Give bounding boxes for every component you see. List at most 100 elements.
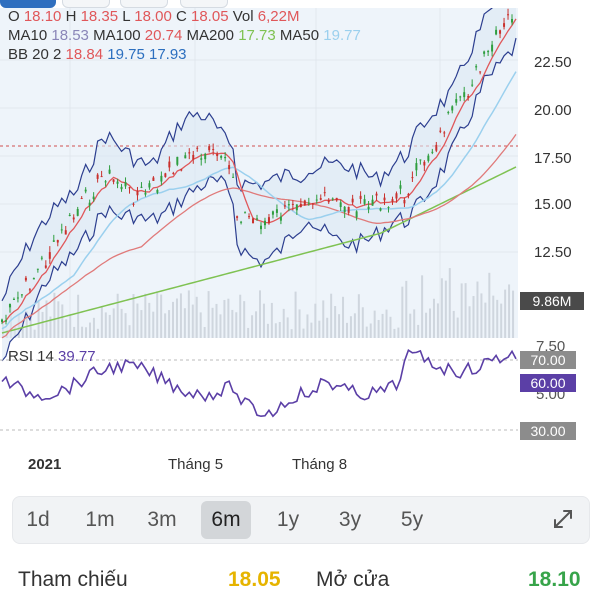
candle-body — [108, 169, 111, 174]
candle-body — [64, 230, 67, 235]
candle-body — [36, 268, 39, 270]
volume-bar — [223, 299, 226, 338]
volume-bar — [227, 298, 230, 338]
range-button-6m[interactable]: 6m — [201, 501, 251, 539]
candle-body — [407, 193, 410, 196]
expand-icon[interactable] — [551, 507, 575, 531]
candle-body — [172, 172, 175, 174]
candle-body — [363, 199, 366, 204]
range-button-3y[interactable]: 3y — [338, 508, 362, 531]
volume-bar — [369, 323, 372, 338]
candle-body — [100, 176, 103, 178]
candle-body — [176, 156, 179, 165]
range-button-5y[interactable]: 5y — [400, 508, 424, 531]
rsi-line — [1, 349, 517, 418]
candle-body — [220, 156, 223, 158]
candle-body — [275, 209, 278, 213]
volume-bar — [247, 327, 250, 338]
candle-body — [224, 156, 227, 159]
candle-body — [283, 205, 286, 207]
volume-bar — [298, 309, 301, 338]
candle-body — [491, 44, 494, 52]
tab[interactable] — [62, 0, 110, 8]
range-button-1y[interactable]: 1y — [276, 508, 300, 531]
candle-body — [343, 206, 346, 213]
volume-bar — [472, 296, 475, 338]
date-label-year: 2021 — [28, 456, 62, 473]
volume-bar — [302, 328, 305, 338]
candle-body — [96, 174, 99, 179]
volume-bar — [278, 321, 281, 338]
volume-bar — [460, 283, 463, 338]
date-label-aug: Tháng 8 — [292, 456, 348, 473]
candle-body — [475, 66, 478, 68]
volume-bar — [203, 326, 206, 338]
candle-body — [351, 198, 354, 203]
candle-body — [495, 29, 498, 35]
candle-body — [335, 197, 338, 201]
candle-body — [319, 198, 322, 200]
volume-bar — [215, 303, 218, 338]
range-button-1m[interactable]: 1m — [85, 508, 115, 531]
volume-bar — [488, 272, 491, 338]
candle-body — [303, 200, 306, 206]
candle-body — [256, 218, 259, 220]
range-button-3m[interactable]: 3m — [147, 508, 177, 531]
price-tick: 20.00 — [534, 102, 572, 119]
volume-bar — [116, 293, 119, 338]
tab[interactable] — [120, 0, 168, 8]
volume-bar — [195, 296, 198, 338]
volume-bar — [373, 310, 376, 338]
candle-body — [467, 96, 470, 98]
range-button-1d[interactable]: 1d — [26, 508, 50, 531]
candle-body — [399, 185, 402, 189]
volume-bar — [132, 294, 135, 338]
volume-bar — [57, 301, 60, 338]
bollinger-band-fill — [2, 8, 516, 361]
volume-bar — [282, 308, 285, 338]
candle-body — [419, 159, 422, 161]
volume-bar — [77, 294, 80, 338]
candle-body — [263, 220, 266, 226]
stock-chart[interactable]: O 18.10 H 18.35 L 18.00 C 18.05 Vol 6,22… — [0, 8, 600, 448]
volume-bar — [330, 293, 333, 338]
volume-bar — [432, 298, 435, 338]
candle-body — [120, 186, 123, 190]
bollinger-upper-line — [1, 8, 493, 302]
candle-body — [347, 206, 350, 213]
candle-body — [140, 186, 143, 188]
candle-body — [339, 202, 342, 208]
candle-body — [236, 216, 239, 218]
candle-body — [295, 204, 298, 211]
candle-body — [212, 149, 215, 151]
volume-bar — [45, 300, 48, 338]
candle-body — [415, 163, 418, 171]
candle-body — [208, 146, 211, 151]
candle-body — [279, 216, 282, 221]
volume-bar — [37, 299, 40, 338]
price-tick: 15.00 — [534, 196, 572, 213]
candle-body — [60, 229, 63, 231]
volume-bar — [413, 309, 416, 338]
rsi-legend: RSI 14 39.77 — [8, 348, 96, 365]
volume-bar — [456, 317, 459, 338]
time-range-selector: 1d 1m 3m 6m 1y 3y 5y — [12, 496, 590, 544]
candle-body — [68, 214, 71, 216]
candle-body — [359, 195, 362, 199]
candle-body — [200, 158, 203, 160]
tab[interactable] — [180, 0, 228, 8]
candle-body — [287, 204, 290, 206]
price-tick: 12.50 — [534, 244, 572, 261]
tab-active[interactable] — [0, 0, 56, 8]
price-tick: 22.50 — [534, 54, 572, 71]
candle-body — [132, 203, 135, 205]
volume-bar — [397, 327, 400, 338]
candle-body — [379, 208, 382, 211]
candle-body — [92, 196, 95, 200]
rsi-value-badge: 60.00 — [520, 374, 576, 392]
chart-canvas[interactable] — [0, 8, 600, 448]
volume-bar — [73, 326, 76, 338]
volume-bar — [342, 296, 345, 338]
candle-body — [192, 154, 195, 160]
volume-bar — [168, 310, 171, 338]
